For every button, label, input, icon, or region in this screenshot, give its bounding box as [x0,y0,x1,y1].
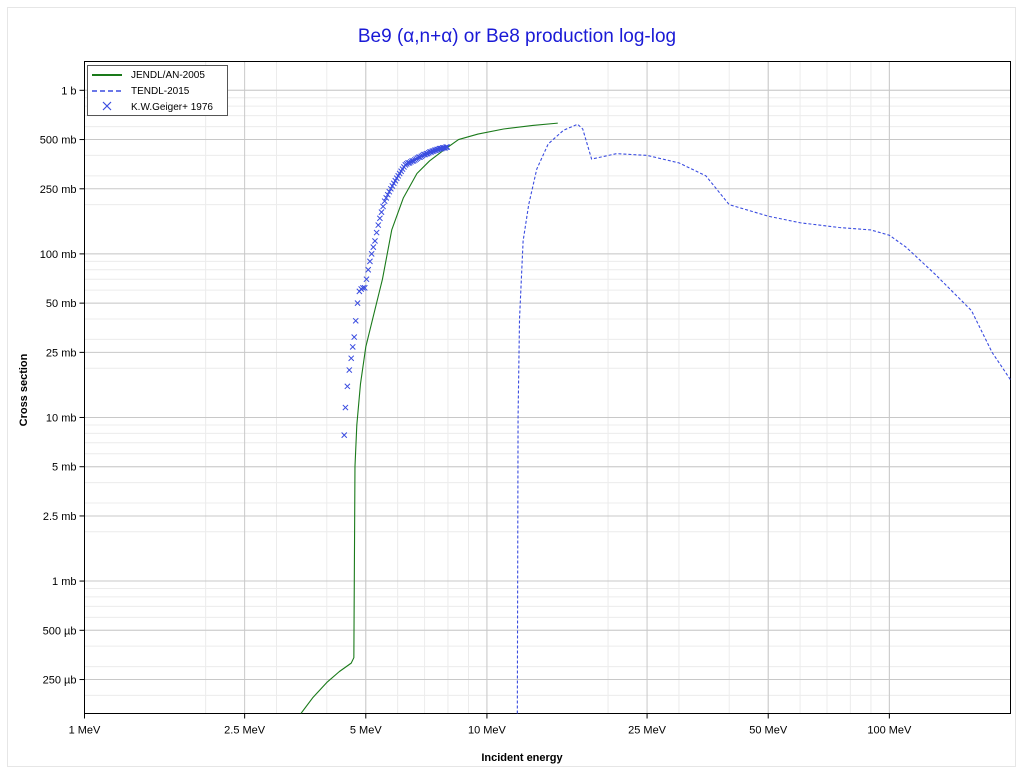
legend: JENDL/AN-2005 TENDL-2015 K.W.Geiger+ 197… [87,65,228,116]
y-tick-label: 2.5 mb [43,511,77,523]
legend-label-jendl: JENDL/AN-2005 [131,70,205,81]
x-axis-label: Incident energy [481,752,563,764]
y-tick-label: 50 mb [46,298,77,310]
y-tick-label: 500 µb [43,625,77,637]
x-tick-label: 100 MeV [867,725,912,737]
x-tick-label: 50 MeV [749,725,788,737]
y-tick-label: 250 µb [43,675,77,687]
data-point-geiger [443,144,450,150]
data-point-geiger [342,404,349,411]
data-point-geiger [344,383,351,390]
series-geiger-markers [341,144,451,439]
data-point-geiger [363,276,370,283]
legend-label-tendl: TENDL-2015 [131,86,190,97]
data-point-geiger [378,209,385,216]
series-layer [300,122,1011,714]
data-point-geiger [436,145,443,152]
y-tick-label: 10 mb [46,412,77,424]
data-point-geiger [376,215,383,222]
y-tick-label: 500 mb [40,135,77,147]
data-point-geiger [380,203,387,210]
x-tick-label: 1 MeV [69,725,101,737]
x-tick-label: 5 MeV [350,725,382,737]
plot-area-border [84,61,1011,714]
data-point-geiger [366,258,373,265]
data-point-geiger [375,222,382,229]
data-point-geiger [365,266,372,273]
x-tick-label: 10 MeV [468,725,507,737]
data-point-geiger [354,300,361,307]
y-tick-label: 250 mb [40,184,77,196]
data-point-geiger [386,188,393,195]
data-point-geiger [351,334,358,341]
data-point-geiger [341,432,348,439]
legend-label-geiger: K.W.Geiger+ 1976 [131,102,213,113]
data-point-geiger [387,185,394,192]
y-tick-label: 5 mb [52,462,76,474]
data-point-geiger [349,343,356,350]
data-point-geiger [352,317,359,324]
chart-frame [7,7,1016,767]
axis-ticks: 1 MeV 2.5 MeV 5 MeV 10 MeV 25 MeV 50 MeV 100 M… [40,85,912,736]
data-point-geiger [348,355,355,362]
y-tick-label: 100 mb [40,249,77,261]
data-point-geiger [361,284,368,291]
y-axis-label: Cross section [18,353,30,426]
data-point-geiger [368,250,375,257]
data-point-geiger [346,367,353,373]
x-tick-label: 25 MeV [628,725,667,737]
y-tick-label: 1 mb [52,576,76,588]
data-point-geiger [384,191,391,198]
series-line-jendl [300,122,558,714]
x-tick-label: 2.5 MeV [224,725,266,737]
y-tick-label: 1 b [61,85,76,97]
data-point-geiger [381,198,388,205]
legend-marker-geiger [102,101,112,111]
chart-title: Be9 (α,n+α) or Be8 production log-log [358,26,676,47]
data-point-geiger [389,183,396,189]
data-point-geiger [372,237,378,244]
y-tick-label: 25 mb [46,347,77,359]
data-point-geiger [370,244,377,251]
series-line-tendl [516,123,1011,714]
data-point-geiger [373,229,380,236]
grid-lines [84,61,1011,714]
data-point-geiger [444,144,451,150]
data-point-geiger [383,194,390,201]
data-point-geiger [360,284,366,291]
